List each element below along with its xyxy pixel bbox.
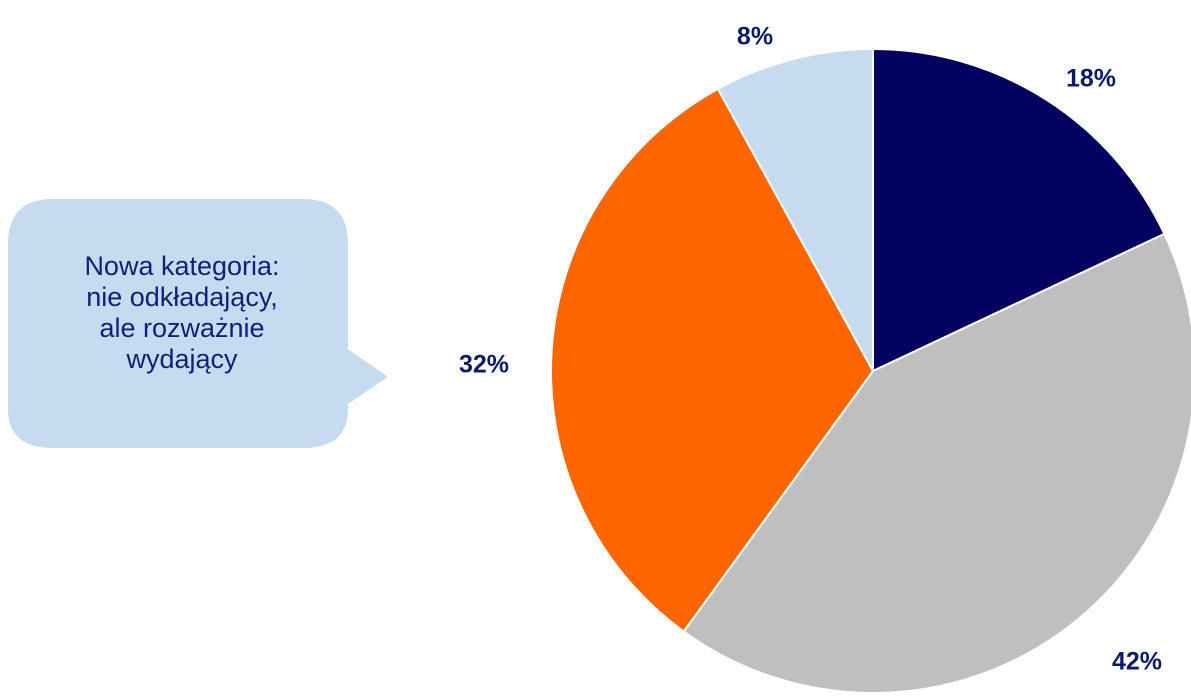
pie-label-1: 18% [1066,65,1116,93]
pie-label-2: 42% [1112,648,1162,676]
pie-label-3: 32% [459,351,509,379]
pie-label-4: 8% [737,23,773,51]
pie-slices [551,49,1191,693]
